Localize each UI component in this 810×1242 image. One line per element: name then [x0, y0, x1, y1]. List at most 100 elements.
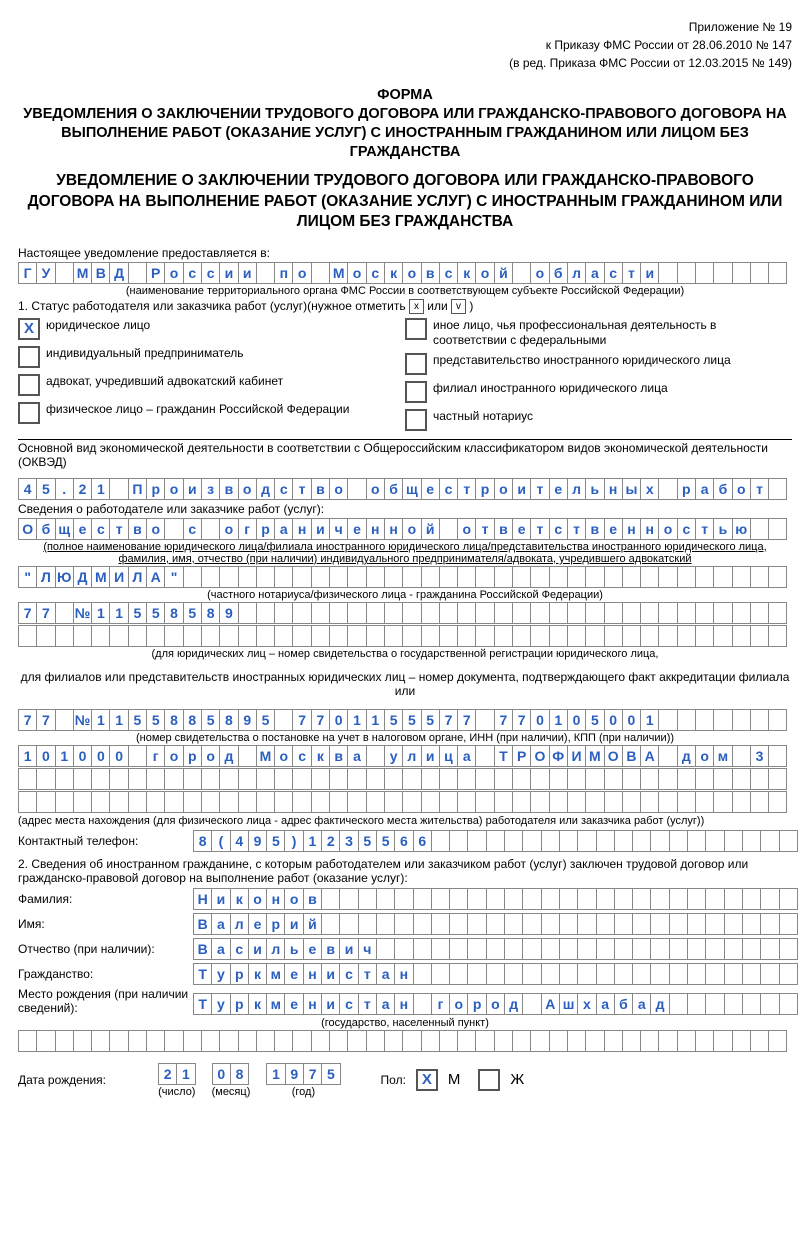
input-cell[interactable]: В	[193, 938, 212, 960]
input-cell[interactable]	[512, 262, 531, 284]
input-cell[interactable]	[713, 709, 732, 731]
input-cell[interactable]	[494, 625, 513, 647]
input-cell[interactable]: 9	[248, 830, 267, 852]
input-cell[interactable]: а	[211, 938, 230, 960]
input-cell[interactable]	[55, 625, 74, 647]
input-cell[interactable]	[640, 566, 659, 588]
input-cell[interactable]: т	[622, 262, 641, 284]
input-cell[interactable]	[549, 768, 568, 790]
input-cell[interactable]: 2	[321, 830, 340, 852]
input-cell[interactable]	[439, 625, 458, 647]
input-cell[interactable]	[439, 1030, 458, 1052]
input-cell[interactable]: 1	[549, 709, 568, 731]
input-cell[interactable]	[705, 888, 724, 910]
status-checkbox[interactable]	[18, 402, 40, 424]
input-cell[interactable]: д	[677, 745, 696, 767]
input-cell[interactable]	[687, 913, 706, 935]
input-cell[interactable]	[585, 602, 604, 624]
input-cell[interactable]	[768, 1030, 787, 1052]
input-cell[interactable]	[687, 963, 706, 985]
input-cell[interactable]: 0	[530, 709, 549, 731]
input-cell[interactable]: к	[457, 262, 476, 284]
input-cell[interactable]	[55, 709, 74, 731]
input-cell[interactable]	[402, 625, 421, 647]
input-cell[interactable]: о	[402, 262, 421, 284]
input-cell[interactable]	[760, 993, 779, 1015]
input-cell[interactable]: 7	[457, 709, 476, 731]
input-cell[interactable]: Н	[193, 888, 212, 910]
input-cell[interactable]: о	[248, 888, 267, 910]
input-cell[interactable]: 5	[321, 1063, 340, 1085]
input-cell[interactable]	[274, 1030, 293, 1052]
input-cell[interactable]	[512, 791, 531, 813]
input-cell[interactable]: 1	[347, 709, 366, 731]
input-cell[interactable]	[274, 625, 293, 647]
input-cell[interactable]	[421, 768, 440, 790]
input-cell[interactable]: а	[347, 745, 366, 767]
input-cell[interactable]	[732, 791, 751, 813]
input-cell[interactable]	[622, 791, 641, 813]
input-cell[interactable]	[650, 938, 669, 960]
input-cell[interactable]	[695, 566, 714, 588]
input-cell[interactable]	[677, 262, 696, 284]
input-cell[interactable]	[732, 745, 751, 767]
input-cell[interactable]: к	[384, 262, 403, 284]
input-cell[interactable]: е	[512, 518, 531, 540]
input-cell[interactable]	[677, 625, 696, 647]
input-cell[interactable]: о	[219, 518, 238, 540]
input-cell[interactable]	[768, 791, 787, 813]
input-cell[interactable]	[238, 791, 257, 813]
input-cell[interactable]	[658, 745, 677, 767]
input-cell[interactable]: р	[467, 993, 486, 1015]
input-cell[interactable]: в	[421, 262, 440, 284]
input-cell[interactable]: м	[713, 745, 732, 767]
input-cell[interactable]: н	[622, 518, 641, 540]
input-cell[interactable]	[695, 791, 714, 813]
input-cell[interactable]: "	[164, 566, 183, 588]
input-cell[interactable]: в	[321, 938, 340, 960]
input-cell[interactable]	[384, 602, 403, 624]
input-cell[interactable]	[329, 768, 348, 790]
input-cell[interactable]	[486, 963, 505, 985]
input-cell[interactable]: 3	[750, 745, 769, 767]
input-cell[interactable]	[669, 938, 688, 960]
input-cell[interactable]: у	[384, 745, 403, 767]
input-cell[interactable]: л	[266, 938, 285, 960]
input-cell[interactable]	[713, 791, 732, 813]
input-cell[interactable]	[292, 625, 311, 647]
input-cell[interactable]: п	[274, 262, 293, 284]
input-cell[interactable]: о	[475, 262, 494, 284]
input-cell[interactable]	[36, 791, 55, 813]
input-cell[interactable]: о	[164, 745, 183, 767]
input-cell[interactable]	[494, 768, 513, 790]
input-cell[interactable]	[292, 1030, 311, 1052]
input-cell[interactable]: М	[585, 745, 604, 767]
input-cell[interactable]	[201, 1030, 220, 1052]
dob-day-cells[interactable]: 21	[158, 1063, 196, 1085]
input-cell[interactable]	[413, 963, 432, 985]
input-cell[interactable]	[512, 566, 531, 588]
input-cell[interactable]	[732, 768, 751, 790]
input-cell[interactable]	[567, 625, 586, 647]
input-cell[interactable]	[705, 830, 724, 852]
input-cell[interactable]	[677, 791, 696, 813]
input-cell[interactable]	[669, 913, 688, 935]
input-cell[interactable]	[658, 566, 677, 588]
input-cell[interactable]: т	[567, 518, 586, 540]
citizenship-cells[interactable]: Туркменистан	[193, 963, 798, 985]
input-cell[interactable]	[658, 768, 677, 790]
input-cell[interactable]: 9	[238, 709, 257, 731]
input-cell[interactable]	[475, 745, 494, 767]
input-cell[interactable]: р	[266, 913, 285, 935]
input-cell[interactable]	[669, 888, 688, 910]
input-cell[interactable]	[750, 566, 769, 588]
input-cell[interactable]	[486, 830, 505, 852]
input-cell[interactable]: д	[256, 478, 275, 500]
input-cell[interactable]: в	[329, 745, 348, 767]
input-cell[interactable]	[640, 791, 659, 813]
input-cell[interactable]: 8	[230, 1063, 249, 1085]
input-cell[interactable]	[183, 625, 202, 647]
input-cell[interactable]: 7	[494, 709, 513, 731]
input-cell[interactable]: с	[91, 518, 110, 540]
authority-cells[interactable]: ГУ МВД России по Московской области	[18, 262, 792, 284]
